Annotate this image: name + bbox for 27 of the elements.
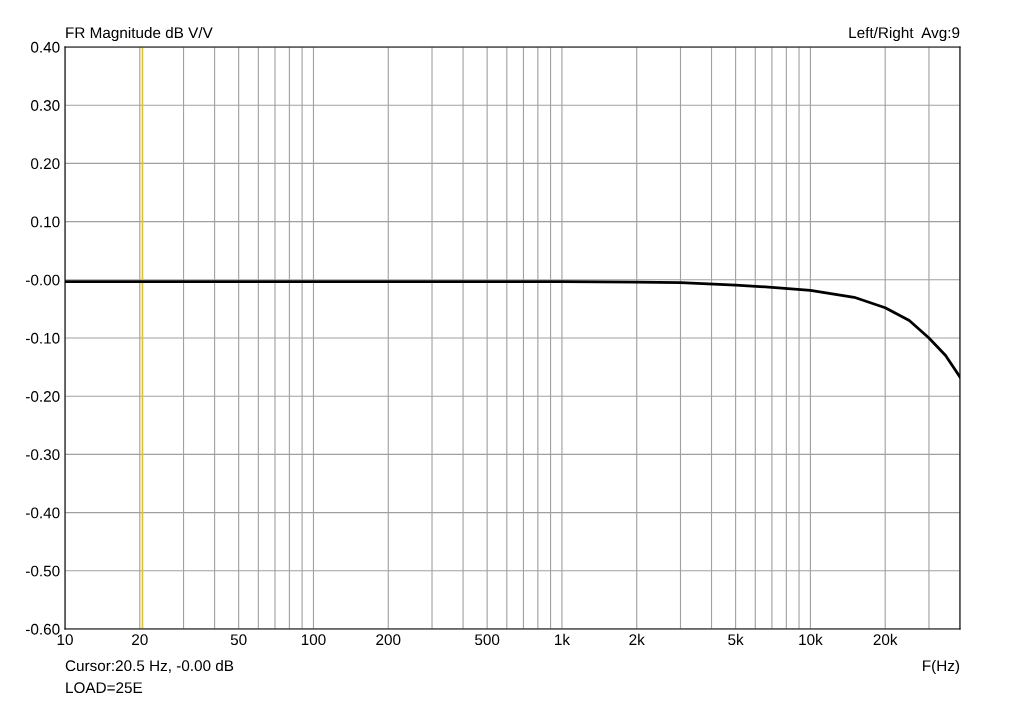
text: Left/Right Avg:9: [849, 26, 960, 42]
x-tick-label: 2k: [629, 633, 645, 645]
text: Cursor:20.5 Hz, -0.00 dB: [65, 659, 234, 673]
x-tick-label: 50: [230, 634, 247, 646]
y-tick-label: -0.40: [26, 507, 60, 519]
y-tick-label: 0.20: [31, 158, 60, 170]
y-tick-label: -0.30: [26, 449, 60, 461]
chart-title: FR Magnitude dB V/V: [66, 26, 213, 42]
x-tick-label: 5k: [728, 633, 744, 646]
x-tick-label: 20: [132, 634, 148, 646]
x-axis-title: F(Hz): [923, 659, 960, 675]
y-tick-label: -0.00: [26, 274, 60, 286]
x-tick-label: 10: [57, 634, 73, 646]
y-tick-label: -0.10: [26, 332, 60, 344]
x-tick-label: 100: [301, 634, 326, 646]
y-tick-label: -0.60: [26, 623, 60, 635]
x-tick-label: 500: [475, 634, 500, 646]
y-tick-label: 0.40: [31, 41, 60, 53]
text: LOAD=25E: [66, 682, 143, 694]
x-tick-label: 200: [376, 634, 401, 646]
y-tick-label: -0.20: [26, 391, 60, 402]
x-tick-label: 10k: [799, 633, 823, 646]
y-tick-label: 0.10: [31, 216, 60, 228]
y-tick-label: -0.50: [26, 565, 60, 577]
x-tick-label: 1k: [555, 633, 571, 645]
x-tick-label: 20k: [873, 633, 898, 646]
y-tick-label: 0.30: [31, 100, 60, 111]
